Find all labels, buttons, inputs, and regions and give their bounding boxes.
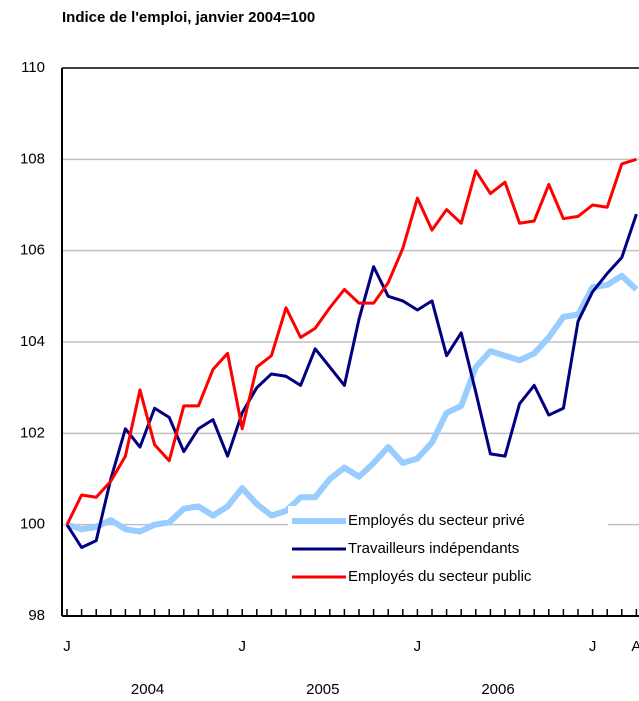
series-line [65,157,637,526]
chart-title: Indice de l'emploi, janvier 2004=100 [62,9,315,26]
y-tick-label: 110 [21,59,45,76]
y-tick-label: 104 [20,333,45,350]
y-tick-label: 108 [20,150,45,167]
y-tick-label: 98 [28,607,45,624]
legend-label: Travailleurs indépendants [348,540,519,557]
legend-label: Employés du secteur public [348,568,532,585]
year-label: 2006 [481,681,514,698]
x-tick-label: J [238,638,246,655]
x-tick-label: J [589,638,597,655]
x-tick-label: J [414,638,422,655]
legend: Employés du secteur privé Travailleurs in… [288,506,608,594]
year-label: 2005 [306,681,339,698]
x-tick-label: J [63,638,71,655]
y-tick-label: 102 [20,424,45,441]
legend-label: Employés du secteur privé [348,512,525,529]
year-label: 2004 [131,681,164,698]
y-tick-label: 100 [20,516,45,533]
y-tick-label: 106 [20,242,45,259]
series-line [66,272,639,535]
series-line [65,213,638,549]
x-tick-label: A [631,638,639,655]
